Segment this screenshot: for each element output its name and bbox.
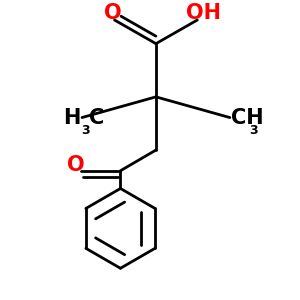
Text: OH: OH	[186, 3, 221, 22]
Text: CH: CH	[231, 107, 264, 128]
Text: 3: 3	[81, 124, 90, 137]
Text: O: O	[67, 155, 85, 176]
Text: 3: 3	[250, 124, 258, 137]
Text: O: O	[104, 3, 122, 22]
Text: H: H	[63, 107, 80, 128]
Text: C: C	[89, 107, 104, 128]
